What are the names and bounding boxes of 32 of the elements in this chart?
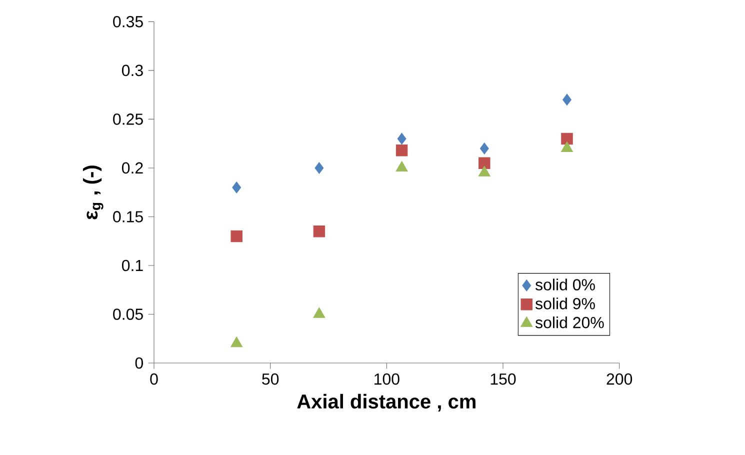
y-tick-label: 0.1 bbox=[122, 260, 143, 272]
legend-label: solid 20% bbox=[535, 316, 604, 328]
y-tick-label: 0.05 bbox=[113, 308, 143, 320]
point bbox=[396, 161, 408, 172]
x-tick-label: 50 bbox=[262, 373, 279, 385]
y-tick-label: 0.3 bbox=[122, 64, 143, 76]
x-tick-label: 0 bbox=[150, 373, 158, 385]
point bbox=[560, 142, 574, 152]
point bbox=[230, 230, 242, 242]
point bbox=[313, 307, 326, 318]
point bbox=[396, 144, 408, 156]
x-tick-label: 100 bbox=[374, 373, 400, 385]
x-tick-label: 150 bbox=[490, 373, 516, 385]
y-tick-label: 0.15 bbox=[113, 211, 143, 222]
x-axis-title: Axial distance , cm bbox=[297, 394, 476, 412]
point bbox=[478, 157, 490, 169]
point bbox=[314, 162, 324, 174]
y-axis-title: ε$_{g}$ , (-) bbox=[82, 166, 104, 220]
point bbox=[230, 336, 243, 348]
y-tick-label: 0 bbox=[135, 357, 143, 369]
y-tick-label: 0.2 bbox=[122, 162, 143, 174]
point bbox=[561, 132, 573, 145]
point bbox=[480, 142, 489, 154]
y-tick-label: 0.35 bbox=[113, 16, 143, 28]
legend-label: solid 9% bbox=[535, 298, 595, 310]
x-tick-label: 200 bbox=[606, 373, 632, 385]
legend-label: solid 0% bbox=[535, 278, 595, 290]
point bbox=[397, 132, 406, 145]
point bbox=[562, 94, 572, 106]
point bbox=[232, 182, 242, 194]
y-tick-label: 0.25 bbox=[113, 114, 143, 125]
point bbox=[313, 225, 326, 238]
